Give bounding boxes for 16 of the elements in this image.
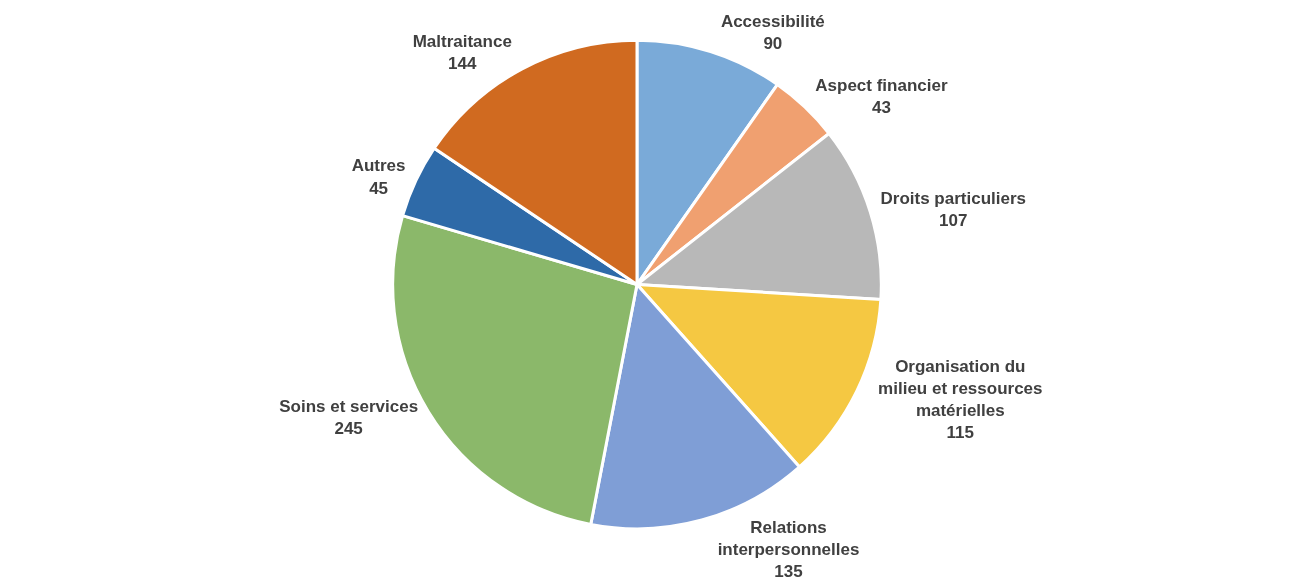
data-label: 107 bbox=[939, 211, 968, 231]
slice-label: Maltraitance bbox=[412, 32, 512, 52]
slice-label: Droits particuliers bbox=[880, 189, 1026, 209]
slice-label: Accessibilité bbox=[720, 12, 825, 32]
data-label: 135 bbox=[774, 562, 803, 582]
data-label: 45 bbox=[369, 178, 389, 198]
slice-label: Autres bbox=[351, 156, 406, 176]
data-label: 43 bbox=[871, 97, 891, 117]
slice-label: Soins et services bbox=[279, 396, 419, 416]
slice-label: Aspect financier bbox=[815, 75, 948, 95]
data-label: 245 bbox=[334, 418, 363, 438]
data-label: 90 bbox=[763, 34, 783, 54]
slice-label: Relations interpersonnelles bbox=[717, 517, 860, 559]
data-label: 115 bbox=[946, 423, 975, 443]
data-label: 144 bbox=[448, 54, 477, 74]
slice-label: Organisation du milieu et ressources matérielles bbox=[878, 356, 1043, 420]
